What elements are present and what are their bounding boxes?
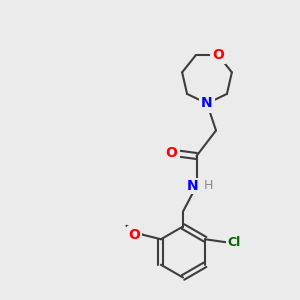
Text: O: O bbox=[166, 146, 178, 160]
Text: N: N bbox=[201, 97, 213, 110]
Text: O: O bbox=[212, 48, 224, 62]
Text: Cl: Cl bbox=[228, 236, 241, 249]
Text: O: O bbox=[129, 228, 140, 242]
Text: H: H bbox=[204, 179, 213, 193]
Text: N: N bbox=[186, 179, 198, 193]
